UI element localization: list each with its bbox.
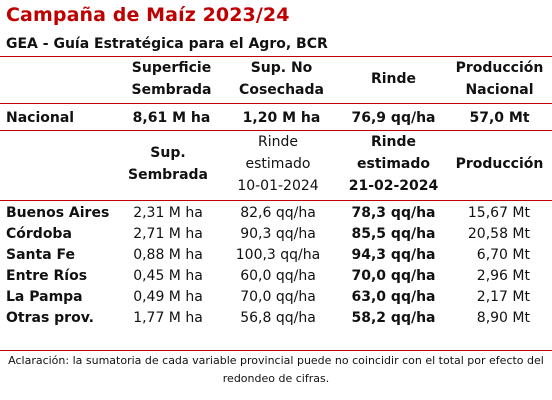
provincial-table: Buenos Aires 2,31 M ha 82,6 qq/ha 78,3 qq/h… (0, 203, 552, 329)
provincial-header-table: Sup. Sembrada Rinde estimado 10-01-2024 Rin… (0, 131, 552, 197)
province-rinde-prev: 56,8 qq/ha (240, 310, 316, 326)
provincial-header-divider (0, 200, 552, 201)
province-rinde-prev: 82,6 qq/ha (240, 205, 316, 221)
province-sup: 0,88 M ha (133, 247, 203, 263)
province-name: Santa Fe (6, 247, 76, 263)
province-name: Buenos Aires (6, 205, 110, 221)
province-rinde-prev: 70,0 qq/ha (240, 289, 316, 305)
province-name: Entre Ríos (6, 268, 88, 284)
table-bottom-divider (0, 350, 552, 351)
province-name: La Pampa (6, 289, 83, 305)
national-produccion: 57,0 Mt (469, 110, 530, 126)
col-superficie-sembrada: Superficie Sembrada (131, 60, 212, 98)
province-rinde-prev: 90,3 qq/ha (240, 226, 316, 242)
table-row: Entre Ríos 0,45 M ha 60,0 qq/ha 70,0 qq/ha 2… (0, 266, 552, 287)
province-rinde-cur: 85,5 qq/ha (351, 226, 436, 242)
col-rinde: Rinde (370, 71, 417, 87)
national-label: Nacional (6, 110, 75, 126)
col-rinde-estimado-cur: Rinde estimado 21-02-2024 (348, 134, 439, 194)
province-prod: 20,58 Mt (467, 226, 530, 242)
province-sup: 1,77 M ha (133, 310, 203, 326)
national-superficie: 8,61 M ha (132, 110, 211, 126)
province-sup: 2,31 M ha (133, 205, 203, 221)
col-produccion: Producción (455, 156, 544, 172)
col-rinde-estimado-prev: Rinde estimado 10-01-2024 (237, 134, 319, 194)
national-sup-no: 1,20 M ha (242, 110, 321, 126)
province-rinde-cur: 94,3 qq/ha (351, 247, 436, 263)
province-prod: 2,17 Mt (476, 289, 530, 305)
province-rinde-cur: 58,2 qq/ha (351, 310, 436, 326)
province-rinde-prev: 60,0 qq/ha (240, 268, 316, 284)
table-row: Otras prov. 1,77 M ha 56,8 qq/ha 58,2 qq/ha… (0, 308, 552, 329)
table-row: La Pampa 0,49 M ha 70,0 qq/ha 63,0 qq/ha 2,1… (0, 287, 552, 308)
national-table: Superficie Sembrada Sup. No Cosechada Rind… (0, 57, 552, 101)
province-rinde-cur: 70,0 qq/ha (351, 268, 436, 284)
footnote: Aclaración: la sumatoria de cada variabl… (8, 354, 544, 385)
province-sup: 0,45 M ha (133, 268, 203, 284)
col-sup-sembrada: Sup. Sembrada (127, 145, 208, 183)
province-rinde-cur: 78,3 qq/ha (351, 205, 436, 221)
national-row: Nacional 8,61 M ha 1,20 M ha 76,9 qq/ha … (0, 104, 552, 132)
col-produccion-nacional: Producción Nacional (455, 60, 544, 98)
province-rinde-cur: 63,0 qq/ha (351, 289, 436, 305)
national-row-divider-top (0, 103, 552, 104)
page-title: Campaña de Maíz 2023/24 (6, 4, 290, 26)
province-prod: 15,67 Mt (467, 205, 530, 221)
table-row: Buenos Aires 2,31 M ha 82,6 qq/ha 78,3 qq/h… (0, 203, 552, 224)
province-name: Córdoba (6, 226, 72, 242)
province-prod: 2,96 Mt (476, 268, 530, 284)
province-name: Otras prov. (6, 310, 94, 326)
provincial-header-row: Sup. Sembrada Rinde estimado 10-01-2024 Rin… (0, 131, 552, 197)
national-header-row: Superficie Sembrada Sup. No Cosechada Rind… (0, 57, 552, 101)
table-row: Córdoba 2,71 M ha 90,3 qq/ha 85,5 qq/ha 20,5… (0, 224, 552, 245)
province-sup: 0,49 M ha (133, 289, 203, 305)
national-values-table: Nacional 8,61 M ha 1,20 M ha 76,9 qq/ha … (0, 104, 552, 132)
col-sup-no-cosechada: Sup. No Cosechada (239, 60, 324, 98)
province-sup: 2,71 M ha (133, 226, 203, 242)
header-divider-top (0, 56, 552, 57)
province-prod: 8,90 Mt (476, 310, 530, 326)
national-rinde: 76,9 qq/ha (351, 110, 436, 126)
province-prod: 6,70 Mt (476, 247, 530, 263)
table-row: Santa Fe 0,88 M ha 100,3 qq/ha 94,3 qq/ha 6,… (0, 245, 552, 266)
national-row-divider-bottom (0, 130, 552, 131)
province-rinde-prev: 100,3 qq/ha (235, 247, 321, 263)
page-subtitle: GEA - Guía Estratégica para el Agro, BCR (6, 36, 328, 52)
